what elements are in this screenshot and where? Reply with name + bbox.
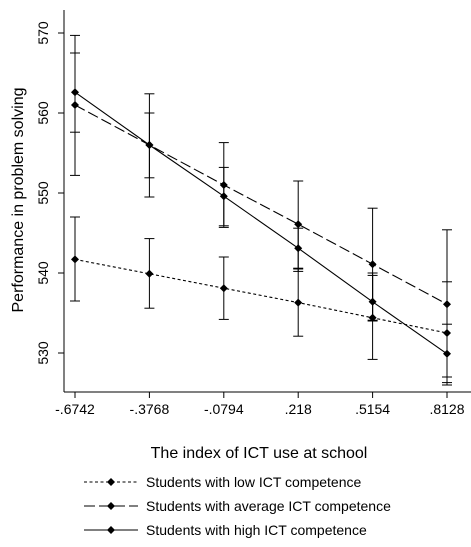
x-tick-label: .8128 bbox=[429, 401, 464, 417]
x-tick-label: -.6742 bbox=[55, 401, 95, 417]
data-point bbox=[443, 349, 451, 358]
legend-label: Students with low ICT competence bbox=[146, 474, 362, 490]
legend: Students with low ICT competence Students… bbox=[84, 474, 391, 538]
x-tick-label: .5154 bbox=[355, 401, 390, 417]
series-line bbox=[74, 104, 448, 305]
axes: 530 540 550 560 570 -.6742 -.3768 -.0794 .218 .51… bbox=[35, 10, 471, 417]
data-point bbox=[71, 255, 79, 264]
data-point bbox=[294, 244, 303, 253]
y-tick-label: 570 bbox=[35, 21, 51, 45]
y-tick-label: 540 bbox=[35, 261, 51, 285]
data-point bbox=[443, 300, 451, 309]
plot-area bbox=[70, 34, 452, 386]
y-tick-label: 560 bbox=[35, 101, 51, 125]
data-point bbox=[368, 297, 377, 306]
data-point bbox=[294, 220, 303, 229]
y-axis-title: Performance in problem solving bbox=[10, 88, 27, 313]
series-line bbox=[74, 258, 448, 334]
legend-marker bbox=[107, 526, 115, 534]
series-3 bbox=[70, 52, 452, 384]
legend-item-1: Students with low ICT competence bbox=[84, 474, 362, 490]
legend-item-2: Students with average ICT competence bbox=[84, 498, 391, 514]
x-tick-label: -.0794 bbox=[204, 401, 244, 417]
legend-item-3: Students with high ICT competence bbox=[84, 522, 367, 538]
data-point bbox=[219, 284, 228, 293]
x-tick-label: -.3768 bbox=[130, 401, 170, 417]
data-point bbox=[71, 88, 79, 97]
legend-marker bbox=[107, 478, 115, 486]
x-axis-title: The index of ICT use at school bbox=[151, 445, 368, 462]
data-point bbox=[219, 192, 228, 201]
data-point bbox=[294, 298, 303, 307]
x-tick-label: .218 bbox=[285, 401, 312, 417]
y-tick-label: 550 bbox=[35, 181, 51, 205]
series-line bbox=[74, 91, 448, 355]
data-point bbox=[368, 260, 377, 269]
data-point bbox=[145, 141, 154, 149]
legend-label: Students with average ICT competence bbox=[146, 498, 391, 514]
legend-label: Students with high ICT competence bbox=[146, 522, 367, 538]
data-point bbox=[145, 269, 154, 278]
y-tick-label: 530 bbox=[35, 341, 51, 365]
legend-marker bbox=[107, 502, 115, 510]
